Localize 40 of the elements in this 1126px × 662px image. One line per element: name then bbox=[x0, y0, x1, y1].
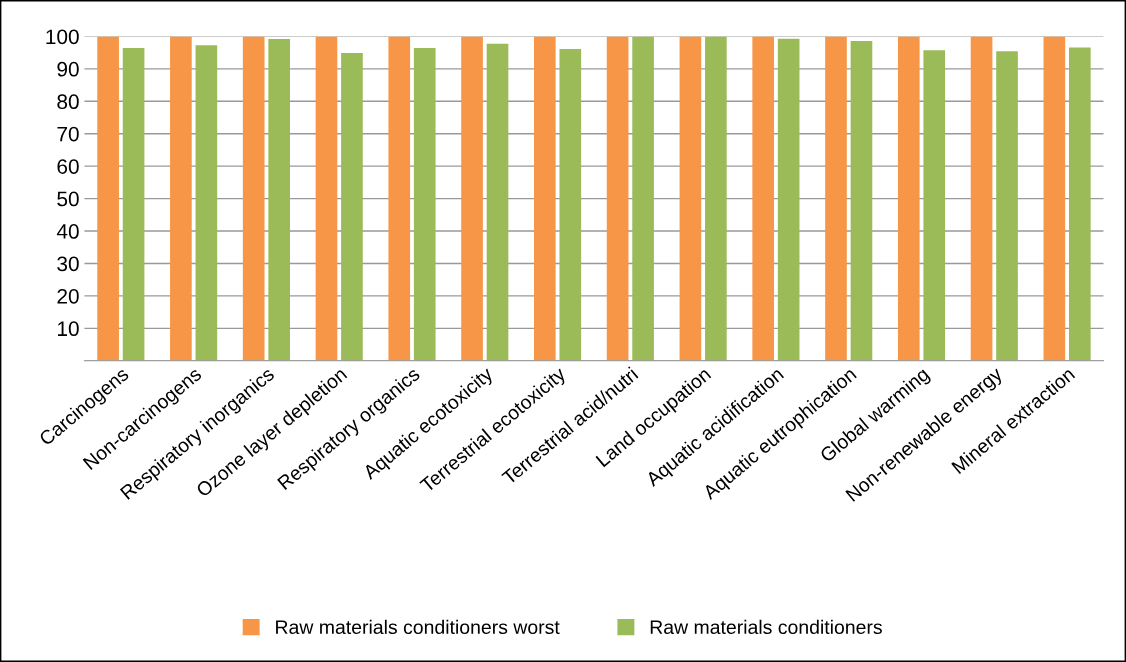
bar bbox=[705, 36, 727, 361]
y-tick-label: 90 bbox=[57, 61, 79, 77]
bar bbox=[195, 45, 218, 361]
bar bbox=[486, 43, 509, 361]
bar bbox=[970, 36, 993, 361]
bar bbox=[897, 36, 920, 361]
bar bbox=[341, 52, 363, 361]
bar bbox=[679, 36, 702, 361]
bar bbox=[461, 36, 483, 361]
legend-label: Raw materials conditioners worst bbox=[276, 619, 560, 635]
bar bbox=[996, 51, 1018, 361]
y-tick-label: 80 bbox=[57, 94, 79, 110]
y-tick-label: 100 bbox=[46, 29, 79, 45]
bar bbox=[242, 36, 265, 361]
bar bbox=[170, 36, 192, 361]
bar bbox=[850, 40, 873, 361]
y-tick-label: 60 bbox=[57, 159, 79, 174]
bar bbox=[752, 36, 775, 361]
y-tick-label: 70 bbox=[57, 126, 79, 142]
legend-label: Raw materials conditioners bbox=[650, 619, 882, 635]
bar bbox=[534, 36, 556, 361]
bar bbox=[1069, 47, 1091, 361]
bar bbox=[122, 48, 145, 361]
y-tick-label: 20 bbox=[57, 288, 79, 304]
bar bbox=[315, 36, 338, 361]
bar bbox=[1043, 36, 1066, 361]
bar bbox=[388, 36, 411, 361]
y-tick-label: 40 bbox=[56, 224, 79, 239]
bar bbox=[606, 36, 629, 361]
bar bbox=[268, 39, 290, 361]
bar bbox=[413, 48, 436, 361]
bar bbox=[825, 36, 847, 361]
bar bbox=[923, 50, 946, 361]
bar bbox=[777, 38, 800, 361]
bar bbox=[97, 36, 119, 361]
y-tick-label: 30 bbox=[57, 256, 79, 272]
bar bbox=[632, 36, 654, 361]
bar bbox=[559, 49, 582, 361]
y-tick-label: 10 bbox=[58, 321, 79, 337]
y-tick-label: 50 bbox=[57, 191, 79, 207]
